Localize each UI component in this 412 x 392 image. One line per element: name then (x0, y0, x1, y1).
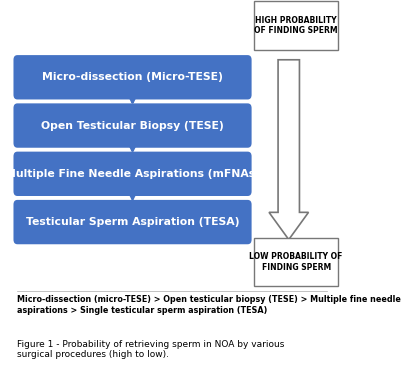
FancyBboxPatch shape (14, 152, 252, 196)
FancyBboxPatch shape (14, 103, 252, 148)
Text: Figure 1 - Probability of retrieving sperm in NOA by various
surgical procedures: Figure 1 - Probability of retrieving spe… (17, 340, 285, 359)
Text: HIGH PROBABILITY
OF FINDING SPERM: HIGH PROBABILITY OF FINDING SPERM (254, 16, 338, 35)
FancyBboxPatch shape (254, 238, 338, 286)
Text: Open Testicular Biopsy (TESE): Open Testicular Biopsy (TESE) (41, 121, 224, 131)
FancyBboxPatch shape (14, 55, 252, 100)
FancyBboxPatch shape (254, 2, 338, 50)
Polygon shape (269, 60, 309, 240)
Text: LOW PROBABILITY OF
FINDING SPERM: LOW PROBABILITY OF FINDING SPERM (250, 252, 343, 272)
Text: Testicular Sperm Aspiration (TESA): Testicular Sperm Aspiration (TESA) (26, 217, 239, 227)
Text: Micro-dissection (micro-TESE) > Open testicular biopsy (TESE) > Multiple fine ne: Micro-dissection (micro-TESE) > Open tes… (17, 295, 401, 315)
Text: Multiple Fine Needle Aspirations (mFNAs): Multiple Fine Needle Aspirations (mFNAs) (5, 169, 260, 179)
Text: Micro-dissection (Micro-TESE): Micro-dissection (Micro-TESE) (42, 72, 223, 82)
FancyBboxPatch shape (14, 200, 252, 244)
